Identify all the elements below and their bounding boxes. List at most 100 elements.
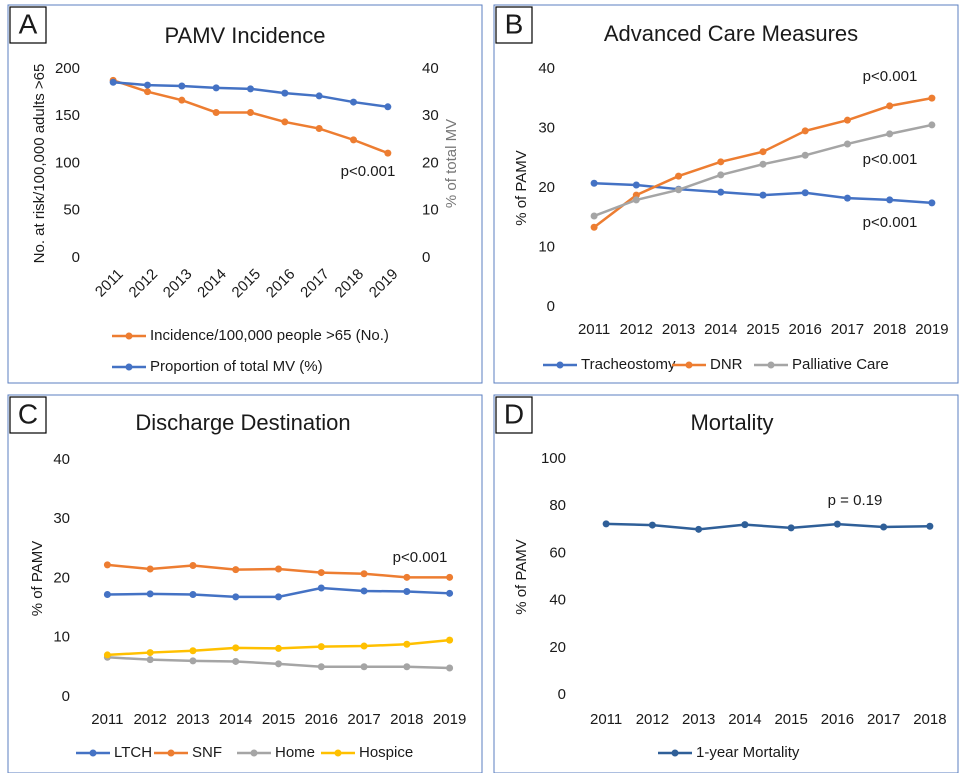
data-point [632,181,640,189]
y-tick-label: 100 [541,450,566,467]
y2-tick-label: 20 [422,154,439,171]
data-point [350,98,357,106]
chart-title: PAMV Incidence [164,23,325,48]
x-tick-label: 2015 [262,711,295,728]
data-point [741,521,749,529]
x-tick-label: 2015 [229,266,265,302]
data-point [317,584,325,592]
legend-label: Home [275,744,315,761]
data-point [590,223,598,231]
data-point [317,663,325,671]
x-tick-label: 2013 [160,266,196,302]
x-tick-label: 2012 [636,711,669,728]
y-tick-label: 0 [62,688,70,705]
data-point [360,663,368,671]
x-tick-label: 2014 [704,321,737,338]
x-tick-label: 2015 [774,711,807,728]
legend-label: Palliative Care [792,356,889,373]
legend-label: Tracheostomy [581,356,676,373]
x-tick-label: 2019 [366,266,402,302]
x-tick-label: 2012 [133,711,166,728]
y2-tick-label: 10 [422,202,439,219]
panel-letter-box [9,396,47,434]
data-point [602,520,610,528]
panel-border [7,394,483,773]
legend-marker [167,749,175,757]
panel-letter: D [504,398,524,429]
data-point [843,140,851,148]
data-point [886,102,894,110]
x-tick-label: 2017 [297,266,333,302]
x-tick-label: 2018 [873,321,906,338]
data-point [717,171,725,179]
data-point [590,212,598,220]
data-point [103,651,111,659]
data-point [384,103,392,111]
data-point [403,663,411,671]
data-point [695,525,703,533]
y-axis-label: % of PAMV [513,539,530,615]
legend-marker [334,749,342,757]
chart-title: Mortality [690,410,773,435]
y-tick-label: 80 [549,497,566,514]
x-tick-label: 2016 [821,711,854,728]
legend-marker [250,749,258,757]
legend-marker [89,749,97,757]
data-point [928,199,936,207]
x-tick-label: 2015 [746,321,779,338]
y2-axis-label: % of total MV [443,119,460,208]
y-axis-label: No. at risk/100,000 adults >65 [31,64,48,264]
y-tick-label: 0 [547,298,555,315]
data-point [928,121,936,129]
data-point [801,189,809,197]
x-tick-label: 2017 [831,321,864,338]
data-point [232,644,240,652]
data-point [632,196,640,204]
y-tick-label: 10 [53,629,70,646]
data-point [189,561,197,569]
legend-marker [556,361,564,369]
data-point [675,172,683,180]
data-point [189,657,197,665]
data-point [275,593,282,601]
data-point [178,96,186,104]
data-point [833,520,841,528]
data-point [360,642,368,650]
data-point [275,644,282,652]
x-tick-label: 2016 [305,711,338,728]
x-tick-label: 2011 [590,711,622,728]
annotation: p = 0.19 [828,492,883,509]
x-tick-label: 2011 [91,711,123,728]
x-tick-label: 2012 [126,266,162,302]
data-point [446,573,454,581]
legend-label: Proportion of total MV (%) [150,358,323,375]
data-point [146,649,154,657]
data-point [189,590,197,598]
x-tick-label: 2013 [662,321,695,338]
data-point [801,127,809,135]
data-point [446,589,454,597]
y-tick-label: 40 [53,451,70,468]
data-point [146,590,154,598]
data-point [232,657,240,665]
data-point [360,570,368,578]
x-tick-label: 2016 [789,321,822,338]
series-line [606,522,930,531]
chart-title: Discharge Destination [135,410,350,435]
y-tick-label: 50 [63,202,80,219]
legend-label: Hospice [359,744,413,761]
data-point [759,191,767,199]
data-point [247,85,254,93]
annotation: p<0.001 [341,163,396,180]
data-point [109,78,117,86]
legend-label: SNF [192,744,222,761]
data-point [146,565,154,573]
data-point [675,186,683,194]
data-point [315,125,323,133]
annotation: p<0.001 [863,214,918,231]
x-tick-label: 2011 [92,266,127,301]
y-tick-label: 20 [538,179,555,196]
x-tick-label: 2017 [867,711,900,728]
y-axis-label: % of PAMV [513,150,530,226]
data-point [178,82,186,90]
